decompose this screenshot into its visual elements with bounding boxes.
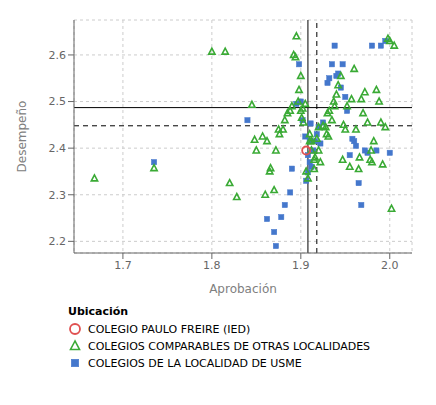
svg-text:2.0: 2.0 — [381, 259, 399, 272]
html-text:COLEGIOS DE LA LOCALIDAD DE US: COLEGIOS DE LA LOCALIDAD DE USME — [88, 356, 302, 370]
svg-text:Aprobación: Aprobación — [209, 282, 277, 296]
svg-text:1.7: 1.7 — [114, 259, 132, 272]
svg-text:2.2: 2.2 — [49, 235, 67, 248]
svg-text:2.5: 2.5 — [49, 95, 67, 108]
svg-text:2.6: 2.6 — [49, 49, 67, 62]
html-text:Ubicación: Ubicación — [68, 305, 129, 318]
svg-text:2.4: 2.4 — [49, 142, 67, 155]
svg-text:1.8: 1.8 — [203, 259, 221, 272]
svg-text:1.9: 1.9 — [292, 259, 310, 272]
svg-text:2.3: 2.3 — [49, 189, 67, 202]
html-text:COLEGIOS COMPARABLES DE OTRAS: COLEGIOS COMPARABLES DE OTRAS LOCALIDADE… — [88, 339, 371, 353]
svg-text:Desempeño: Desempeño — [15, 101, 29, 173]
html-text:COLEGIO PAULO FREIRE (IED): COLEGIO PAULO FREIRE (IED) — [88, 322, 251, 336]
